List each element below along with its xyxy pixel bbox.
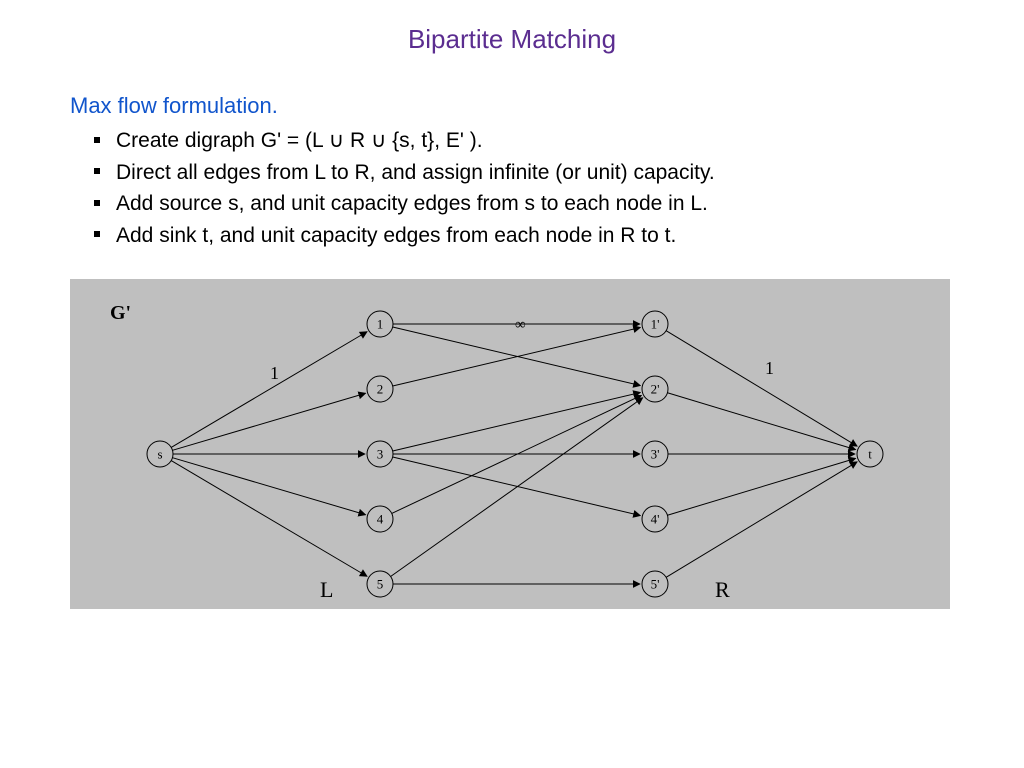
diagram-annotation: 1	[270, 363, 279, 383]
node-label: 5'	[651, 577, 660, 592]
diagram-annotation: G'	[110, 302, 131, 324]
diagram-container: 1 2 3 4 5 s 1' 2' 3' 4' 5' t G' ∞ 1 1 L R	[70, 279, 954, 609]
bullet-item: Create digraph G' = (L ∪ R ∪ {s, t}, E' …	[94, 125, 954, 157]
node-label: 3'	[651, 447, 660, 462]
node-label: s	[157, 447, 162, 462]
diagram-annotation: R	[715, 577, 730, 602]
bullet-item: Add sink t, and unit capacity edges from…	[94, 220, 954, 252]
content-block: Max flow formulation. Create digraph G' …	[70, 93, 954, 251]
bipartite-graph-diagram: 1 2 3 4 5 s 1' 2' 3' 4' 5' t G' ∞ 1 1 L R	[70, 279, 950, 609]
node-label: 5	[377, 577, 384, 592]
bullet-item: Add source s, and unit capacity edges fr…	[94, 188, 954, 220]
bullet-item: Direct all edges from L to R, and assign…	[94, 157, 954, 189]
node-label: 4'	[651, 512, 660, 527]
diagram-annotation: 1	[765, 358, 774, 378]
node-label: 1'	[651, 317, 660, 332]
node-label: 4	[377, 512, 384, 527]
slide-title: Bipartite Matching	[0, 24, 1024, 55]
bullet-list: Create digraph G' = (L ∪ R ∪ {s, t}, E' …	[94, 125, 954, 251]
node-label: 3	[377, 447, 384, 462]
section-subhead: Max flow formulation.	[70, 93, 954, 119]
diagram-annotation: ∞	[515, 317, 526, 333]
node-label: 2'	[651, 382, 660, 397]
node-label: 2	[377, 382, 384, 397]
node-label: t	[868, 447, 872, 462]
node-label: 1	[377, 317, 384, 332]
diagram-annotation: L	[320, 577, 333, 602]
